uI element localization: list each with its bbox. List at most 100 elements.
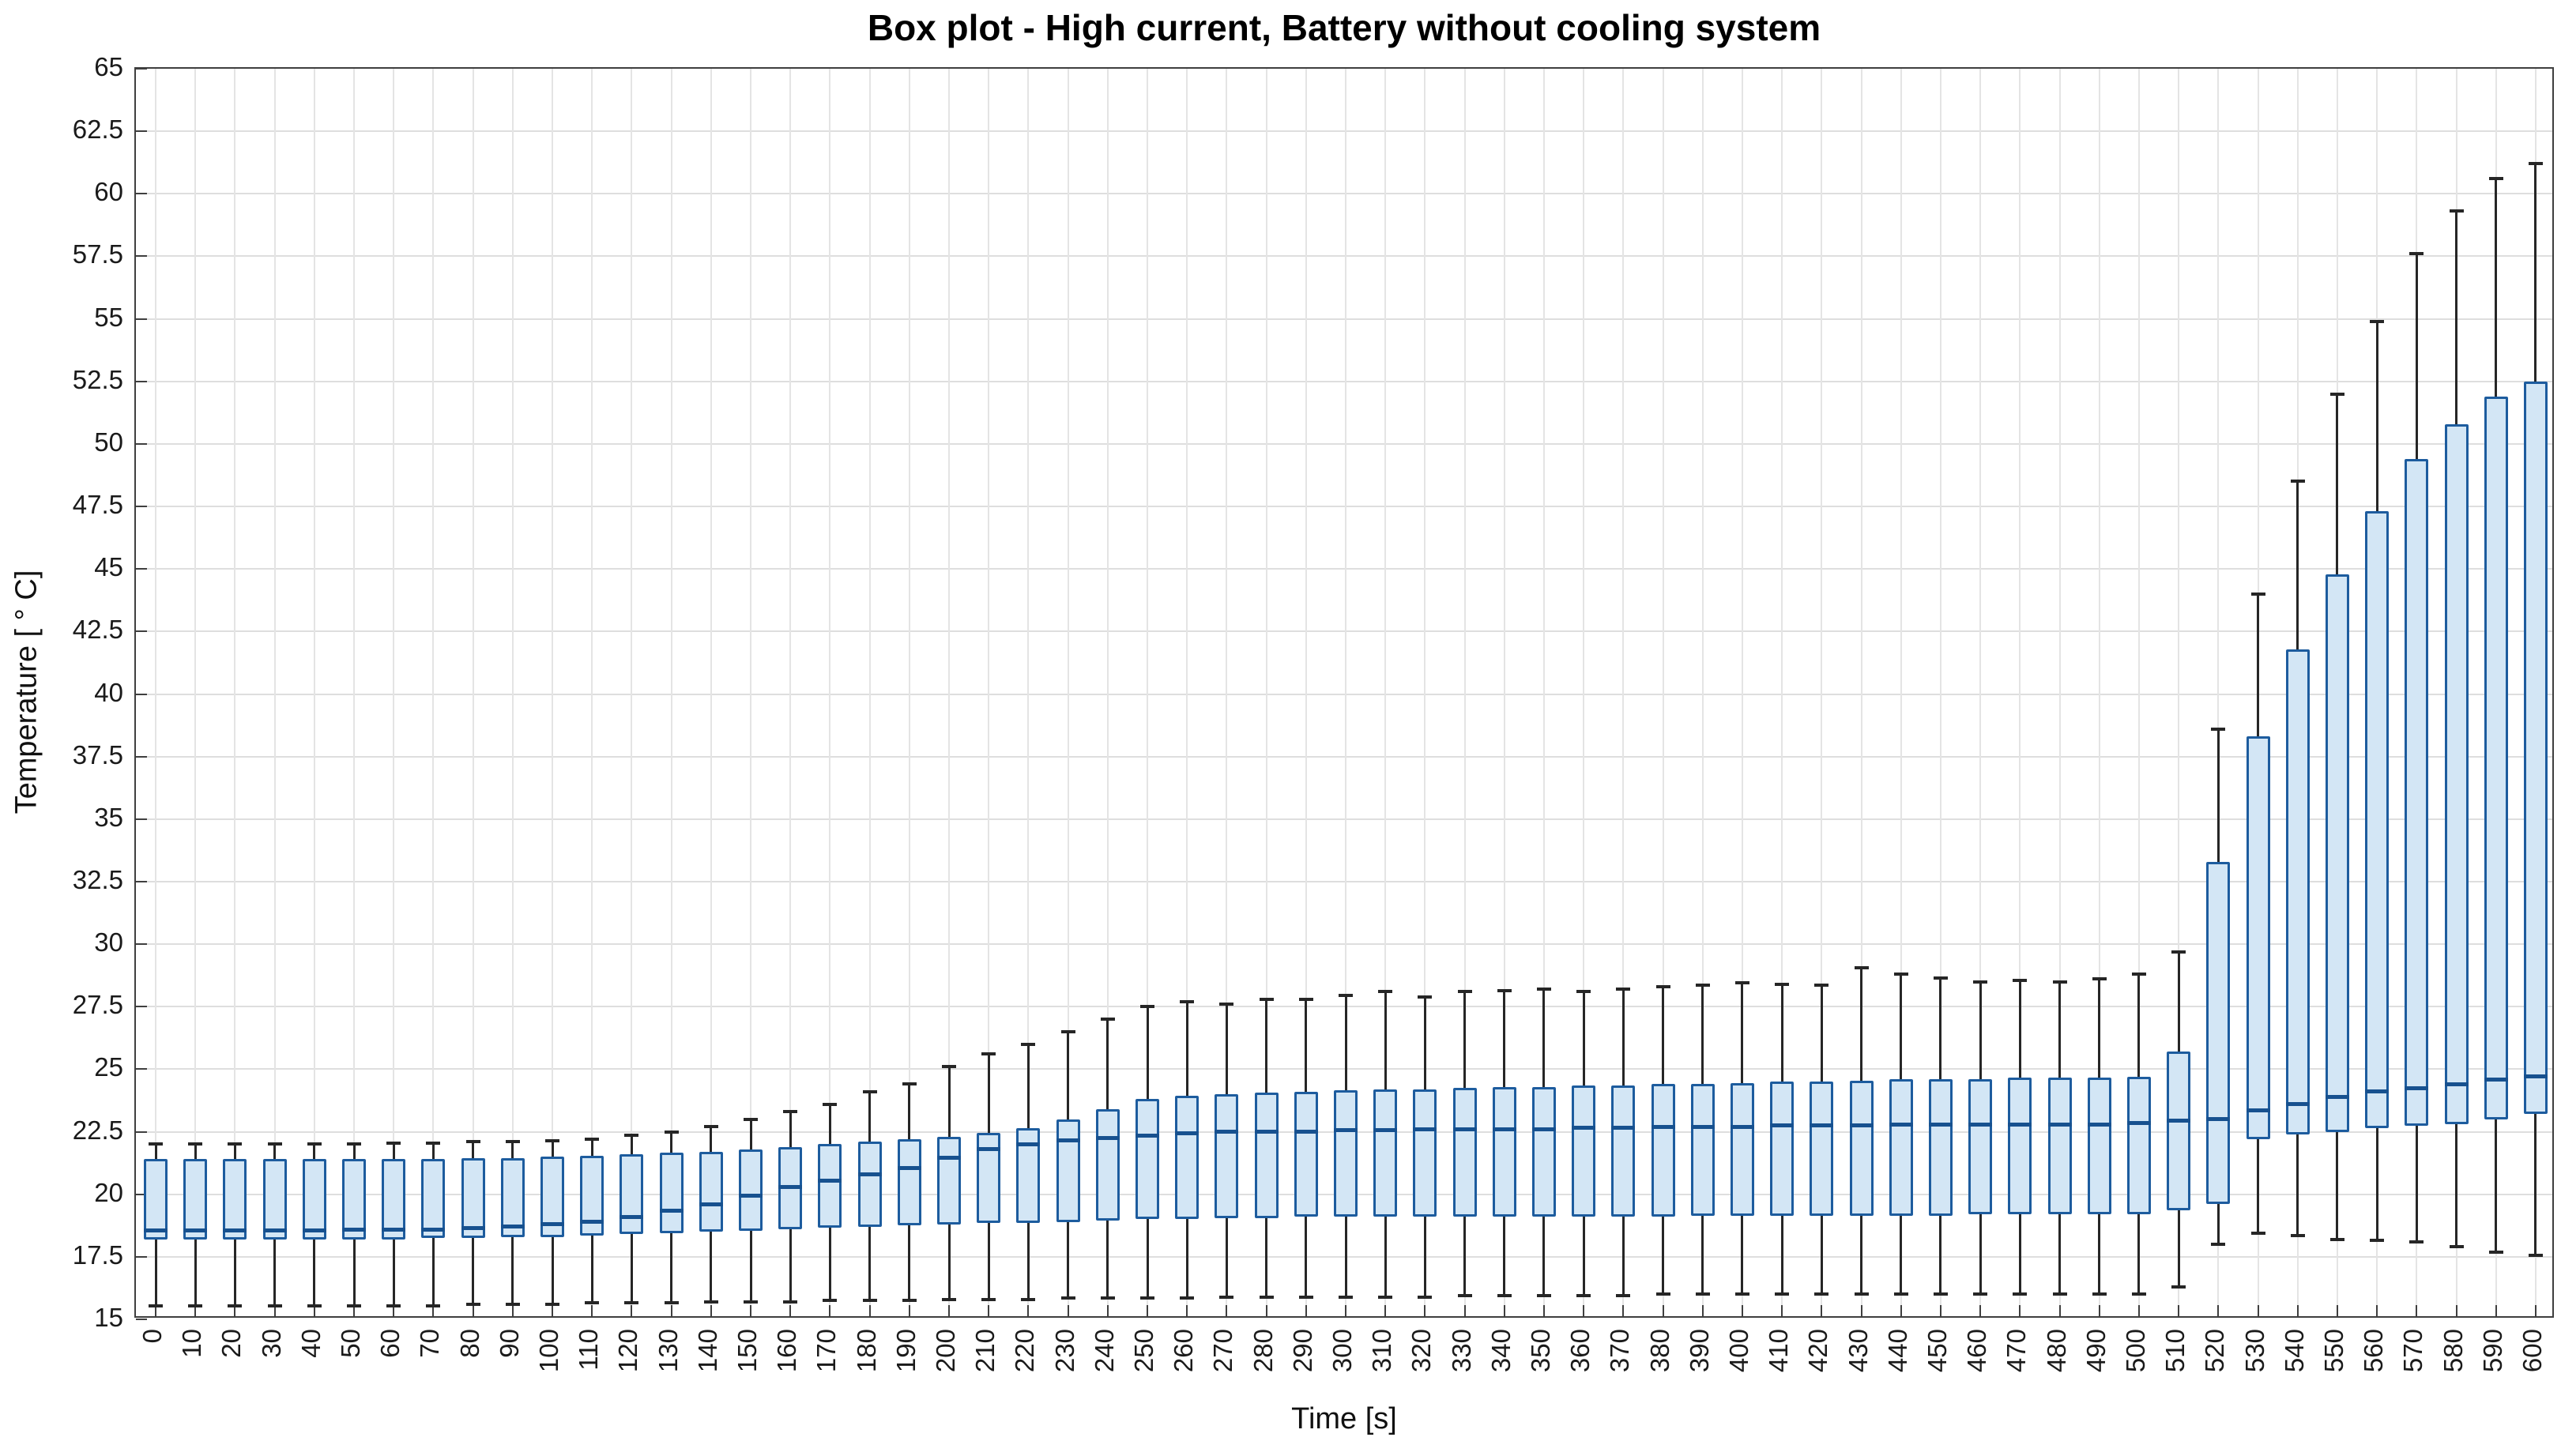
x-tick-mark: [1067, 1305, 1069, 1316]
x-tick-label: 300: [1328, 1329, 1357, 1373]
y-tick-mark: [136, 255, 147, 258]
y-tick-label: 60: [94, 177, 123, 207]
whisker-cap-top: [1973, 980, 1988, 984]
box-iqr: [1531, 1086, 1556, 1217]
x-tick-mark: [2178, 1305, 2180, 1316]
y-tick-label: 22.5: [72, 1115, 123, 1145]
box-iqr: [2206, 861, 2231, 1205]
whisker-cap-top: [1616, 988, 1631, 991]
x-tick-label: 280: [1248, 1329, 1278, 1373]
x-tick-label: 250: [1129, 1329, 1159, 1373]
whisker-cap-top: [2290, 480, 2305, 483]
whisker-cap-top: [2171, 950, 2186, 954]
box-group-t390: [136, 69, 2552, 1316]
whisker-cap-top: [149, 1142, 164, 1146]
whisker-cap-bottom: [1180, 1296, 1195, 1300]
box-iqr: [302, 1159, 326, 1240]
gridline-vertical: [472, 69, 474, 1316]
y-tick-mark: [136, 1068, 147, 1070]
whisker-cap-top: [1695, 984, 1710, 988]
gridline-vertical: [1741, 69, 1743, 1316]
gridline-vertical: [1067, 69, 1069, 1316]
y-tick-label: 27.5: [72, 990, 123, 1020]
x-tick-label: 460: [1962, 1329, 1992, 1373]
box-iqr: [620, 1154, 644, 1235]
x-tick-mark: [511, 1305, 514, 1316]
median-line: [857, 1172, 882, 1176]
gridline-vertical: [1424, 69, 1426, 1316]
median-line: [1373, 1128, 1398, 1133]
x-tick-mark: [631, 1305, 633, 1316]
y-tick-mark: [136, 193, 147, 195]
whisker-cap-top: [228, 1142, 243, 1146]
box-group-t170: [136, 69, 2552, 1316]
y-tick-label: 15: [94, 1303, 123, 1332]
median-line: [540, 1222, 565, 1227]
x-tick-label: 550: [2318, 1329, 2348, 1373]
box-group-t160: [136, 69, 2552, 1316]
gridline-horizontal: [136, 943, 2552, 946]
whisker-cap-bottom: [1298, 1295, 1313, 1299]
x-tick-mark: [1741, 1305, 1743, 1316]
x-tick-mark: [472, 1305, 474, 1316]
whisker-cap-top: [1893, 973, 1908, 976]
median-line: [2444, 1082, 2469, 1086]
box-group-t180: [136, 69, 2552, 1316]
y-tick-label: 65: [94, 52, 123, 81]
gridline-vertical: [988, 69, 990, 1316]
x-tick-mark: [670, 1305, 672, 1316]
x-tick-mark: [2534, 1305, 2537, 1316]
x-tick-label: 560: [2359, 1329, 2389, 1373]
median-line: [2047, 1122, 2072, 1127]
x-tick-mark: [1900, 1305, 1902, 1316]
box-group-t40: [136, 69, 2552, 1316]
whisker-cap-top: [307, 1142, 322, 1146]
median-line: [1254, 1130, 1279, 1134]
gridline-vertical: [789, 69, 792, 1316]
box-group-t120: [136, 69, 2552, 1316]
gridline-vertical: [1147, 69, 1149, 1316]
x-tick-mark: [1305, 1305, 1307, 1316]
whisker-cap-top: [1655, 984, 1670, 988]
box-iqr: [1452, 1088, 1477, 1217]
gridline-horizontal: [136, 1255, 2552, 1258]
whisker-cap-top: [2013, 979, 2028, 982]
x-tick-mark: [1106, 1305, 1109, 1316]
box-iqr: [818, 1144, 842, 1228]
x-tick-label: 520: [2200, 1329, 2230, 1373]
y-tick-label: 50: [94, 427, 123, 457]
gridline-vertical: [868, 69, 871, 1316]
median-line: [2325, 1094, 2349, 1099]
whisker-cap-top: [2211, 727, 2226, 731]
whisker-cap-top: [2329, 392, 2344, 396]
box-group-t470: [136, 69, 2552, 1316]
median-line: [183, 1228, 208, 1233]
x-tick-label: 110: [574, 1329, 604, 1371]
gridline-vertical: [155, 69, 157, 1316]
x-tick-label: 430: [1843, 1329, 1873, 1373]
whisker-cap-bottom: [1140, 1296, 1155, 1300]
gridline-vertical: [511, 69, 514, 1316]
gridline-vertical: [670, 69, 672, 1316]
gridline-horizontal: [136, 880, 2552, 882]
gridline-horizontal: [136, 380, 2552, 382]
x-tick-label: 80: [454, 1329, 484, 1358]
gridline-vertical: [710, 69, 712, 1316]
whisker-cap-bottom: [1576, 1293, 1591, 1297]
x-tick-mark: [1265, 1305, 1267, 1316]
y-tick-mark: [136, 1193, 147, 1195]
box-iqr: [659, 1153, 684, 1233]
box-iqr: [1294, 1091, 1318, 1217]
box-group-t460: [136, 69, 2552, 1316]
y-tick-label: 45: [94, 552, 123, 582]
box-iqr: [1492, 1086, 1516, 1217]
x-tick-mark: [1701, 1305, 1704, 1316]
gridline-vertical: [2217, 69, 2220, 1316]
y-tick-label: 25: [94, 1052, 123, 1082]
x-tick-mark: [1662, 1305, 1664, 1316]
box-iqr: [1730, 1082, 1754, 1216]
box-group-t90: [136, 69, 2552, 1316]
box-group-t340: [136, 69, 2552, 1316]
x-tick-label: 510: [2160, 1329, 2190, 1373]
whisker-cap-bottom: [862, 1299, 877, 1303]
